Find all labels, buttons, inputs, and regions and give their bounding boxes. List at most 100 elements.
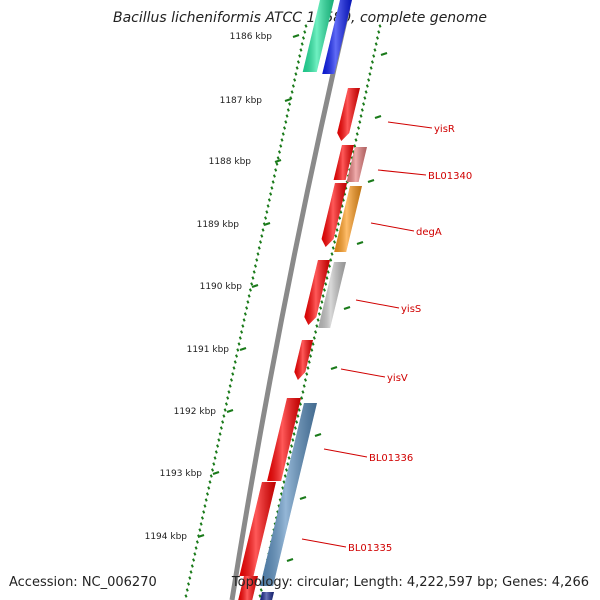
gene-label-yisr: yisR (434, 124, 455, 135)
outer-tick-mark (372, 54, 376, 58)
gene-red (267, 398, 301, 481)
outer-tick-mark (316, 318, 320, 322)
outer-tick-mark (286, 462, 290, 466)
outer-tick-mark (365, 84, 369, 88)
gene-label-yisv: yisV (387, 373, 408, 384)
inner-tick-mark (207, 486, 211, 490)
scale-labels: 1186 kbp 1187 kbp 1188 kbp 1189 kbp 1190 kbp… (145, 32, 388, 563)
inner-tick-mark (237, 342, 241, 346)
outer-tick-mark (293, 426, 297, 430)
outer-tick-ring (258, 24, 382, 598)
accession-text: Accession: NC_006270 (9, 575, 157, 590)
inner-tick-mark (252, 270, 256, 274)
major-tick (263, 221, 271, 227)
major-tick (380, 51, 388, 57)
outer-tick-mark (368, 72, 372, 76)
outer-tick-mark (311, 342, 315, 346)
inner-tick-mark (242, 318, 246, 322)
outer-tick-mark (306, 366, 310, 370)
major-tick (284, 97, 292, 103)
major-tick (226, 408, 234, 414)
gene-shade (267, 398, 301, 481)
inner-tick-mark (271, 180, 275, 184)
outer-tick-mark (298, 402, 302, 406)
inner-tick-mark (213, 456, 217, 460)
inner-tick-mark (260, 234, 264, 238)
inner-tick-mark (248, 288, 252, 292)
leader-line (301, 538, 347, 548)
outer-tick-mark (307, 360, 311, 364)
outer-tick-mark (358, 120, 362, 124)
outer-tick-mark (334, 234, 338, 238)
outer-tick-mark (310, 348, 314, 352)
map-title: Bacillus licheniformis ATCC 14580, compl… (113, 10, 487, 26)
major-tick (343, 305, 351, 311)
inner-tick-mark (200, 516, 204, 520)
major-tick (330, 365, 338, 371)
inner-tick-mark (212, 462, 216, 466)
outer-tick-mark (335, 228, 339, 232)
inner-tick-mark (261, 228, 265, 232)
inner-tick-mark (281, 132, 285, 136)
inner-tick-mark (274, 168, 278, 172)
outer-tick-mark (315, 324, 319, 328)
major-tick (197, 533, 205, 539)
inner-tick-mark (218, 432, 222, 436)
inner-tick-mark (204, 498, 208, 502)
inner-tick-mark (195, 540, 199, 544)
outer-tick-mark (258, 594, 262, 598)
gene-shade (346, 147, 367, 182)
gene-label-bl01336: BL01336 (369, 453, 413, 464)
inner-tick-mark (280, 138, 284, 142)
gene-red (294, 340, 313, 380)
gene-red (239, 482, 276, 576)
outer-tick-mark (320, 300, 324, 304)
inner-tick-mark (219, 426, 223, 430)
major-tick (212, 470, 220, 476)
outer-tick-mark (282, 480, 286, 484)
outer-tick-mark (326, 270, 330, 274)
inner-tick-mark (214, 450, 218, 454)
inner-tick-mark (304, 24, 308, 28)
major-tick (299, 495, 307, 501)
gene-red (337, 88, 360, 141)
outer-tick-mark (364, 90, 368, 94)
gene-label-yiss: yisS (401, 304, 421, 315)
outer-tick-mark (375, 36, 379, 40)
outer-tick-mark (285, 468, 289, 472)
gene-shade (260, 403, 317, 586)
inner-tick-mark (203, 504, 207, 508)
gene-bl01336 (260, 403, 317, 586)
scale-label: 1194 kbp (145, 532, 188, 542)
outer-tick-mark (339, 210, 343, 214)
gene-label-bl01340: BL01340 (428, 171, 472, 182)
gene-shade (304, 260, 330, 325)
gene-shade (318, 262, 346, 328)
gene-shade (337, 88, 360, 141)
outer-tick-mark (290, 444, 294, 448)
inner-tick-mark (208, 480, 212, 484)
major-tick (251, 283, 259, 289)
outer-tick-mark (281, 486, 285, 490)
outer-tick-mark (331, 246, 335, 250)
outer-tick-mark (340, 204, 344, 208)
outer-tick-mark (319, 306, 323, 310)
scale-label: 1186 kbp (230, 32, 273, 42)
outer-tick-mark (336, 222, 340, 226)
inner-tick-mark (209, 474, 213, 478)
inner-tick-mark (224, 402, 228, 406)
outer-tick-mark (259, 588, 263, 592)
gene-navy (260, 592, 274, 600)
outer-tick-mark (300, 396, 304, 400)
scale-label: 1190 kbp (200, 282, 243, 292)
gene-shade (260, 592, 274, 600)
inner-tick-mark (276, 156, 280, 160)
backbone (229, 7, 351, 600)
inner-tick-mark (227, 390, 231, 394)
gene-dega (334, 186, 362, 252)
inner-tick-mark (300, 42, 304, 46)
gene-shade (333, 145, 354, 180)
outer-tick-mark (329, 258, 333, 262)
inner-tick-mark (255, 258, 259, 262)
